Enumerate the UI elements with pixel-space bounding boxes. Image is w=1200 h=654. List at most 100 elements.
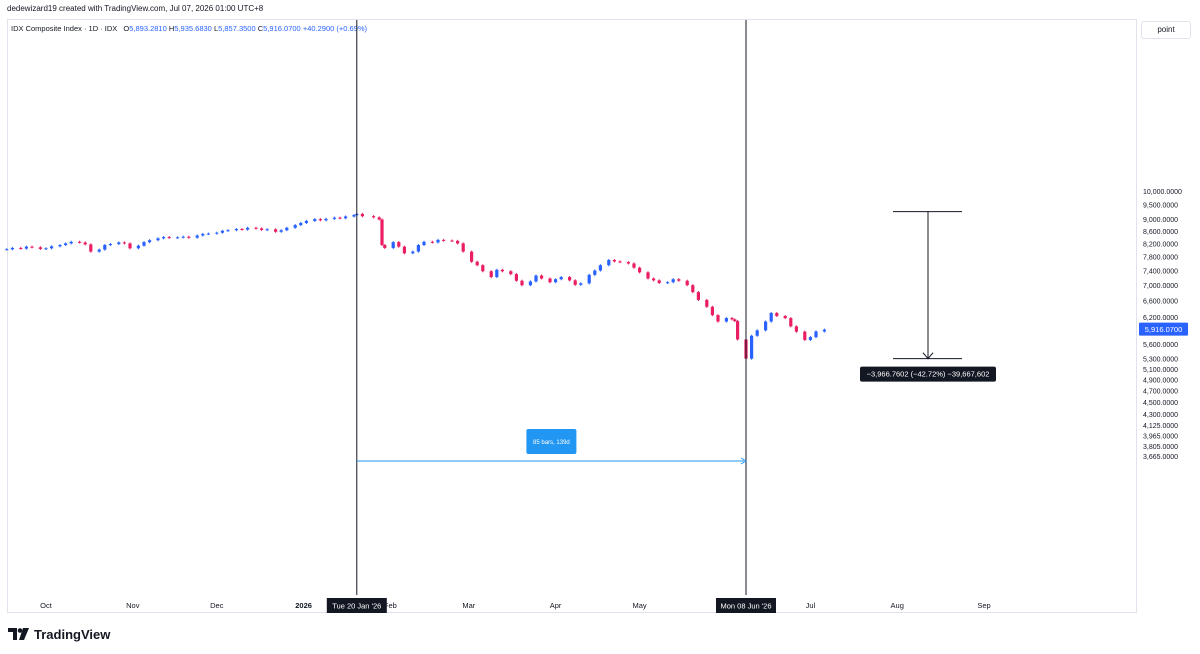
candle-body [246, 227, 250, 230]
candle-body [568, 277, 572, 281]
y-tick-label: 10,000.0000 [1143, 189, 1182, 196]
y-tick-label: 9,000.0000 [1143, 217, 1178, 224]
candle-body [240, 229, 244, 231]
candle-body [122, 242, 126, 244]
candle-body [372, 216, 376, 218]
candle-body [808, 337, 812, 340]
y-tick-label: 3,665.0000 [1143, 454, 1178, 461]
low-value: 5,857.3500 [218, 24, 256, 33]
price-range-label: −3,966.7602 (−42.72%) −39,667,602 [867, 370, 990, 379]
candle-body [285, 227, 289, 231]
symbol-name[interactable]: IDX Composite Index · 1D · IDX [11, 24, 118, 33]
candle-body [220, 230, 224, 233]
candle-body [520, 280, 524, 286]
candle-body [691, 285, 695, 293]
y-tick-label: 4,500.0000 [1143, 400, 1178, 407]
chart-pane[interactable] [7, 19, 1137, 613]
x-tick-label: Nov [126, 601, 140, 610]
candle-body [142, 242, 146, 246]
y-tick-label: 6,600.0000 [1143, 299, 1178, 306]
candle-body [632, 263, 636, 268]
y-tick-label: 7,800.0000 [1143, 255, 1178, 262]
x-tick-label: Mar [462, 601, 475, 610]
candle-body [64, 243, 68, 246]
candle-body [618, 261, 622, 263]
candle-body [534, 275, 538, 282]
candle-body [456, 240, 460, 244]
close-value: 5,916.0700 [263, 24, 301, 33]
candle-body [24, 246, 28, 249]
candle-body [789, 318, 793, 327]
attribution-text: dedewizard19 created with TradingView.co… [7, 4, 264, 13]
price-scale-mode-button[interactable]: point [1141, 21, 1191, 39]
tradingview-logo-icon [8, 628, 29, 640]
candle-body [528, 281, 532, 286]
candle-body [380, 219, 384, 246]
candle-body [450, 240, 454, 242]
candle-body [775, 313, 779, 316]
candle-body [626, 262, 630, 264]
y-tick-label: 4,900.0000 [1143, 377, 1178, 384]
candle-body [475, 261, 479, 266]
date-range-badge [526, 429, 577, 454]
candle-body [10, 247, 14, 250]
candle-body [83, 242, 87, 245]
candle-body [38, 247, 42, 249]
candle-body [509, 271, 513, 275]
y-tick-label: 7,400.0000 [1143, 269, 1178, 276]
candle-body [136, 245, 140, 249]
close-label: C [257, 24, 264, 33]
candle-body [430, 241, 434, 243]
x-tick-label: 2026 [295, 601, 312, 610]
candle-body [638, 267, 642, 273]
candle-body [416, 245, 420, 252]
candle-body [265, 229, 269, 231]
candle-body [598, 265, 602, 271]
candle-body [593, 270, 597, 275]
candle-body [705, 299, 709, 307]
high-label: H [168, 24, 175, 33]
tradingview-logo[interactable]: TradingView [8, 626, 110, 642]
candle-body [117, 242, 121, 245]
candle-body [103, 245, 107, 250]
candle-body [716, 315, 720, 322]
candle-body [44, 248, 48, 250]
candle-body [814, 331, 818, 338]
change-value: +40.2900 (+0.69%) [302, 24, 368, 33]
candle-body [685, 280, 689, 286]
candle-body [187, 236, 191, 238]
last-price-badge [1139, 322, 1188, 336]
high-value: 5,935.6830 [174, 24, 212, 33]
candle-body [470, 251, 474, 262]
candle-body [260, 228, 264, 230]
candle-body [318, 219, 322, 221]
candle-body [769, 313, 773, 322]
date-marker-label: Mon 08 Jun '26 [720, 602, 771, 611]
y-tick-label: 5,300.0000 [1143, 357, 1178, 364]
open-label: O [123, 24, 130, 33]
candle-body [338, 217, 342, 219]
candle-body [274, 229, 278, 232]
price-range-arrowhead [922, 352, 934, 360]
candle-body [206, 233, 210, 235]
candle-body [156, 238, 160, 241]
candle-body [5, 249, 9, 251]
candle-body [299, 222, 303, 226]
candle-body [69, 241, 73, 244]
candle-body [607, 260, 611, 266]
candle-body [736, 321, 740, 340]
candle-body [30, 246, 34, 248]
candle-body [50, 246, 54, 249]
x-tick-label: Oct [40, 601, 53, 610]
tradingview-brand: TradingView [34, 626, 111, 642]
candle-body [201, 233, 205, 236]
candle-body [652, 278, 656, 281]
candle-body [612, 260, 616, 262]
last-price-label: 5,916.0700 [1145, 325, 1183, 334]
y-tick-label: 3,965.0000 [1143, 433, 1178, 440]
y-tick-label: 4,125.0000 [1143, 423, 1178, 430]
y-tick-label: 6,200.0000 [1143, 315, 1178, 322]
y-tick-label: 8,200.0000 [1143, 241, 1178, 248]
candle-body [783, 315, 787, 319]
